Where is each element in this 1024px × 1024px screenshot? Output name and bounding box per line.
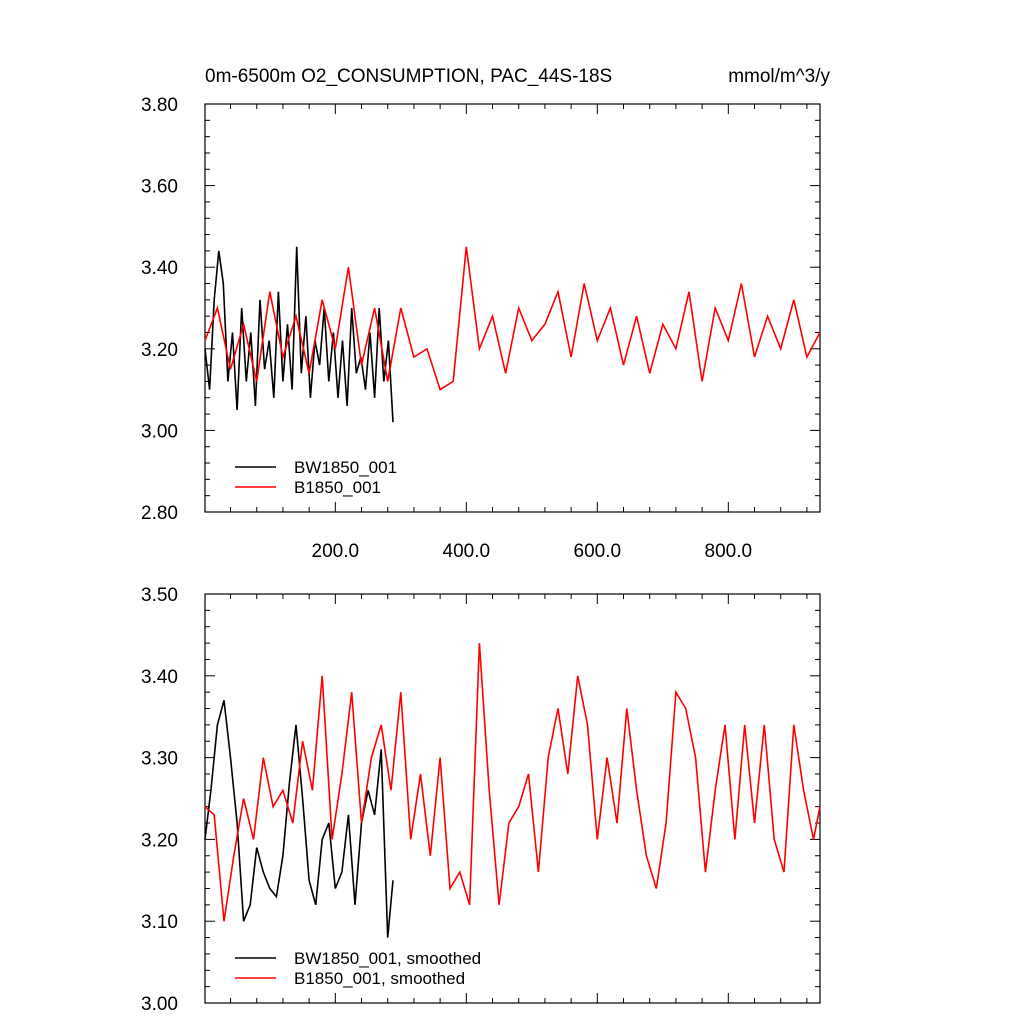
top-xtick-label: 200.0 — [312, 541, 360, 562]
bottom-series-bw1850-line — [204, 700, 394, 938]
top-ytick-label: 3.60 — [141, 177, 178, 198]
top-series-bw1850-line — [204, 246, 394, 423]
top-series-b1850-line — [204, 246, 821, 391]
top-plot-frame — [204, 103, 821, 513]
top-ytick-label: 3.40 — [141, 258, 178, 279]
bottom-legend-label: BW1850_001, smoothed — [294, 949, 481, 968]
bottom-plot-frame — [204, 593, 821, 1004]
top-ytick-label: 3.80 — [141, 95, 178, 116]
top-legend-label: BW1850_001 — [294, 458, 397, 477]
top-xtick-label: 600.0 — [574, 541, 622, 562]
bottom-ytick-label: 3.40 — [141, 667, 178, 688]
top-ytick-label: 3.00 — [141, 421, 178, 442]
bottom-ytick-label: 3.50 — [141, 585, 178, 606]
bottom-ytick-label: 3.30 — [141, 749, 178, 770]
top-legend-label: B1850_001 — [294, 478, 381, 497]
chart-units: mmol/m^3/y — [728, 66, 830, 87]
bottom-ytick-label: 3.20 — [141, 830, 178, 851]
top-ytick-label: 3.20 — [141, 340, 178, 361]
bottom-ytick-label: 3.00 — [141, 994, 178, 1015]
bottom-ytick-label: 3.10 — [141, 912, 178, 933]
top-ytick-label: 2.80 — [141, 503, 178, 524]
bottom-panel: 3.00 3.10 3.20 3.30 3.40 3.50 BW1850_001, smoo… — [141, 585, 821, 1015]
chart-title: 0m-6500m O2_CONSUMPTION, PAC_44S-18S — [205, 66, 612, 87]
bottom-series-b1850-line — [204, 643, 821, 922]
bottom-legend-label: B1850_001, smoothed — [294, 969, 465, 988]
top-xtick-label: 800.0 — [705, 541, 753, 562]
top-xtick-label: 400.0 — [443, 541, 491, 562]
top-panel: 2.80 3.00 3.20 3.40 3.60 3.80 200.0 400.0 600.0 8… — [141, 95, 821, 562]
